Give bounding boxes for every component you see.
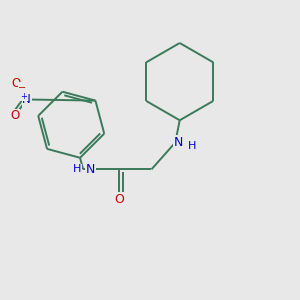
Text: O: O [10,109,20,122]
Text: O: O [114,193,124,206]
Text: O: O [12,76,21,90]
Text: +: + [20,92,27,101]
Text: H: H [188,140,196,151]
Text: N: N [86,163,95,176]
Text: N: N [173,136,183,149]
Text: N: N [22,93,31,106]
Text: −: − [18,82,26,93]
Text: H: H [73,164,81,174]
